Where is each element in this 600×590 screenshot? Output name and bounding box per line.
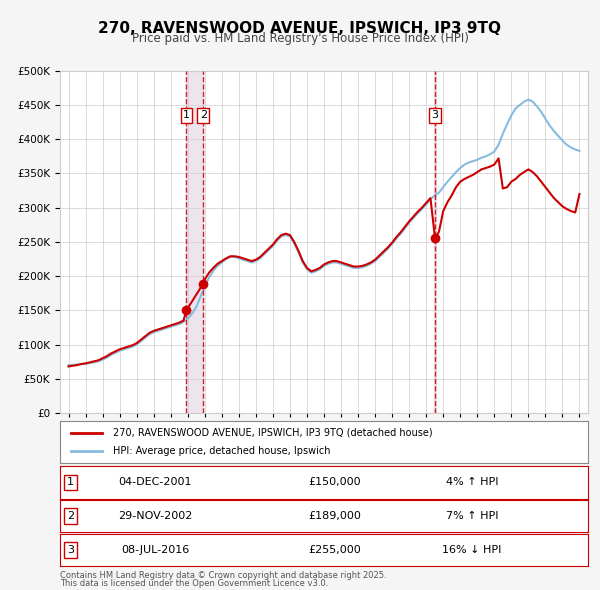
Text: 29-NOV-2002: 29-NOV-2002 bbox=[118, 511, 192, 521]
Bar bbox=[187, 71, 203, 413]
Text: 2: 2 bbox=[67, 511, 74, 521]
Text: 7% ↑ HPI: 7% ↑ HPI bbox=[446, 511, 498, 521]
Text: £150,000: £150,000 bbox=[308, 477, 361, 487]
Text: 04-DEC-2001: 04-DEC-2001 bbox=[118, 477, 192, 487]
Text: 270, RAVENSWOOD AVENUE, IPSWICH, IP3 9TQ: 270, RAVENSWOOD AVENUE, IPSWICH, IP3 9TQ bbox=[98, 21, 502, 35]
Text: 08-JUL-2016: 08-JUL-2016 bbox=[121, 545, 189, 555]
Text: HPI: Average price, detached house, Ipswich: HPI: Average price, detached house, Ipsw… bbox=[113, 446, 331, 456]
Text: Contains HM Land Registry data © Crown copyright and database right 2025.: Contains HM Land Registry data © Crown c… bbox=[60, 571, 386, 579]
Text: 16% ↓ HPI: 16% ↓ HPI bbox=[442, 545, 502, 555]
Text: 3: 3 bbox=[431, 110, 439, 120]
Text: 2: 2 bbox=[200, 110, 207, 120]
Text: This data is licensed under the Open Government Licence v3.0.: This data is licensed under the Open Gov… bbox=[60, 579, 328, 588]
Text: 1: 1 bbox=[183, 110, 190, 120]
Text: 3: 3 bbox=[67, 545, 74, 555]
Text: 1: 1 bbox=[67, 477, 74, 487]
Text: 270, RAVENSWOOD AVENUE, IPSWICH, IP3 9TQ (detached house): 270, RAVENSWOOD AVENUE, IPSWICH, IP3 9TQ… bbox=[113, 428, 433, 438]
Text: Price paid vs. HM Land Registry's House Price Index (HPI): Price paid vs. HM Land Registry's House … bbox=[131, 32, 469, 45]
Text: £189,000: £189,000 bbox=[308, 511, 361, 521]
Text: £255,000: £255,000 bbox=[308, 545, 361, 555]
Bar bbox=[434, 71, 436, 413]
Text: 4% ↑ HPI: 4% ↑ HPI bbox=[446, 477, 498, 487]
